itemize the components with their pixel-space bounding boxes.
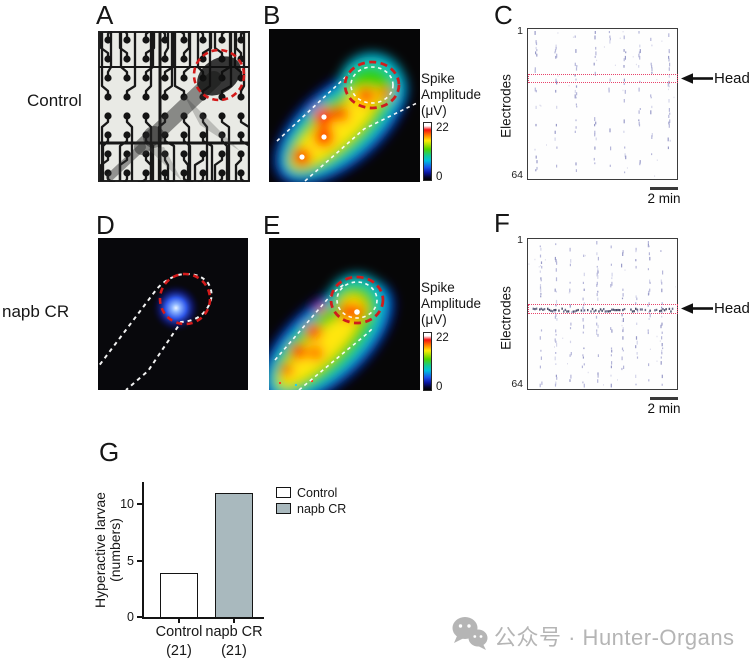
head-spot-napb — [98, 238, 248, 390]
legend-swatch-napb — [276, 503, 291, 514]
larva-yolk — [143, 126, 165, 148]
panel-letter-a: A — [96, 0, 114, 30]
legend-label-napb: napb CR — [297, 502, 347, 516]
larva-outline-e — [274, 281, 378, 390]
raster-f-ytop: 1 — [517, 234, 523, 246]
head-circle-e — [329, 275, 385, 325]
colorbar-title-b: Spike Amplitude (μV) — [421, 71, 482, 118]
heatmap-control — [269, 29, 420, 182]
raster-c-ybottom: 64 — [511, 169, 523, 181]
row-label-napb-cr: napb CR — [2, 302, 70, 321]
panel-letter-b: B — [263, 0, 281, 30]
raster-c-ytop: 1 — [517, 25, 523, 37]
larva-tail — [106, 143, 146, 181]
head-arrow-c — [681, 73, 713, 84]
panel-letter-d: D — [96, 210, 115, 240]
head-band-f — [528, 304, 678, 314]
category-label-control: Control — [155, 624, 203, 640]
n-label-napb: (21) — [221, 643, 247, 659]
raster-c-ylabel: Electrodes — [498, 74, 514, 138]
legend-swatch-control — [276, 487, 291, 498]
scalebar-label-c: 2 min — [647, 191, 681, 206]
raster-plot-napb — [527, 238, 678, 390]
larva-outline-b — [276, 66, 418, 182]
colorbar-b-max: 22 — [436, 122, 449, 134]
raster-plot-control — [527, 28, 678, 180]
colorbar-b — [423, 122, 432, 181]
larva-outline-d — [98, 273, 213, 390]
legend-label-control: Control — [297, 486, 338, 500]
larva-head — [197, 56, 241, 96]
scalebar-label-f: 2 min — [647, 401, 681, 416]
head-circle-a — [192, 48, 246, 102]
colorbar-title-e: Spike Amplitude (μV) — [421, 280, 482, 327]
mea-photo-control — [98, 31, 250, 182]
blue-glow — [151, 283, 201, 333]
raster-spikes-control — [534, 31, 675, 177]
panel-letter-g: G — [99, 437, 120, 467]
scalebar-f — [650, 397, 678, 400]
heatmap-napb — [269, 238, 420, 390]
bar-chart-yaxis — [142, 482, 144, 619]
ytick-10: 10 — [120, 497, 134, 511]
panel-letter-f: F — [494, 208, 510, 238]
bar-napb-cr — [215, 493, 253, 618]
panel-letter-e: E — [263, 210, 281, 240]
n-label-control: (21) — [166, 643, 192, 659]
head-circle-b — [343, 60, 401, 110]
larva-fin — [184, 95, 240, 151]
category-label-napb: napb CR — [205, 624, 263, 640]
colorbar-e — [423, 332, 432, 391]
raster-spikes-napb — [528, 241, 676, 388]
raster-f-ybottom: 64 — [511, 378, 523, 390]
watermark-text: 公众号 · Hunter-Organs — [494, 625, 735, 650]
row-label-control: Control — [27, 91, 82, 110]
larva-fin-lower — [148, 147, 182, 181]
head-annotation-c: Head — [714, 70, 750, 87]
raster-f-ylabel: Electrodes — [498, 286, 514, 350]
colorbar-e-min: 0 — [436, 381, 443, 393]
bar-chart-xaxis — [142, 617, 264, 619]
colorbar-b-min: 0 — [436, 171, 443, 183]
head-annotation-f: Head — [714, 300, 750, 317]
head-arrow-f — [681, 303, 713, 314]
colorbar-e-max: 22 — [436, 332, 449, 344]
wechat-icon — [452, 617, 488, 650]
ytick-0: 0 — [127, 610, 134, 624]
scalebar-c — [650, 187, 678, 190]
panel-letter-c: C — [494, 0, 513, 30]
head-circle-d — [158, 272, 212, 326]
ytick-5: 5 — [127, 554, 134, 568]
bar-control — [160, 572, 198, 618]
head-band-c — [528, 74, 678, 83]
